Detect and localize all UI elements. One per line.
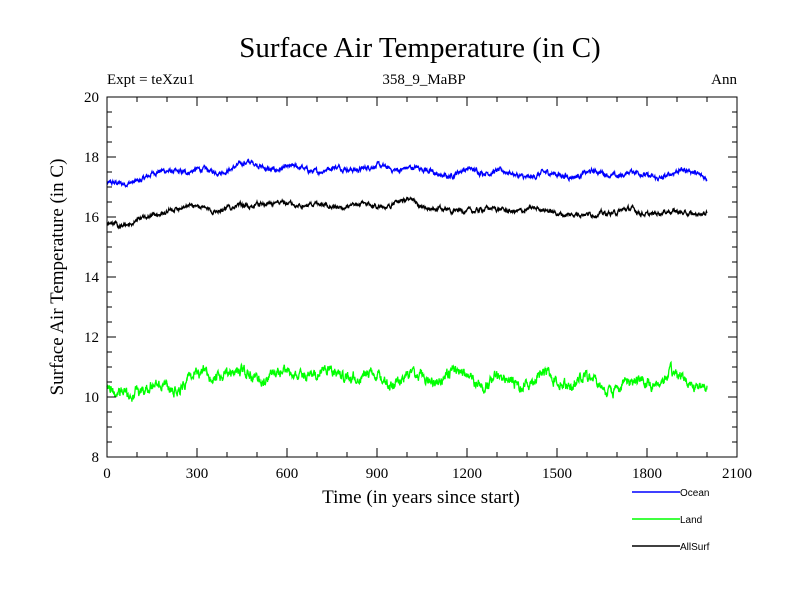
y-tick-label: 12 [84, 330, 99, 346]
experiment-label: Expt = teXzu1 [107, 72, 195, 88]
series-line-land [106, 360, 708, 402]
legend-label-ocean: Ocean [680, 488, 709, 499]
series-line-ocean [106, 158, 708, 189]
plot-frame [106, 96, 738, 458]
x-tick-label: 1800 [632, 466, 662, 482]
axes-layer: 0 300 600 900 1200 1500 1800 2100 8 10 12 14 16 18 20 [84, 90, 752, 482]
legend: Ocean Land AllSurf [632, 488, 710, 553]
series-line-allsurf [106, 196, 708, 230]
x-tick-label: 1500 [542, 466, 572, 482]
y-tick-label: 20 [84, 90, 99, 106]
legend-label-allsurf: AllSurf [680, 542, 710, 553]
x-axis-label: Time (in years since start) [322, 487, 520, 508]
x-tick-label: 900 [366, 466, 389, 482]
y-tick-label: 8 [92, 450, 100, 466]
x-tick-label: 0 [103, 466, 111, 482]
y-tick-label: 14 [84, 270, 100, 286]
x-tick-label: 2100 [722, 466, 752, 482]
legend-label-land: Land [680, 515, 702, 526]
x-tick-label: 600 [276, 466, 299, 482]
period-label: 358_9_MaBP [382, 72, 465, 88]
x-tick-label: 300 [186, 466, 209, 482]
season-label: Ann [711, 72, 737, 88]
series-layer [106, 158, 708, 402]
x-tick-label: 1200 [452, 466, 482, 482]
y-tick-label: 16 [84, 210, 100, 226]
y-axis-label: Surface Air Temperature (in C) [47, 159, 68, 396]
y-tick-label: 10 [84, 390, 99, 406]
y-tick-label: 18 [84, 150, 99, 166]
chart-title: Surface Air Temperature (in C) [239, 32, 600, 64]
